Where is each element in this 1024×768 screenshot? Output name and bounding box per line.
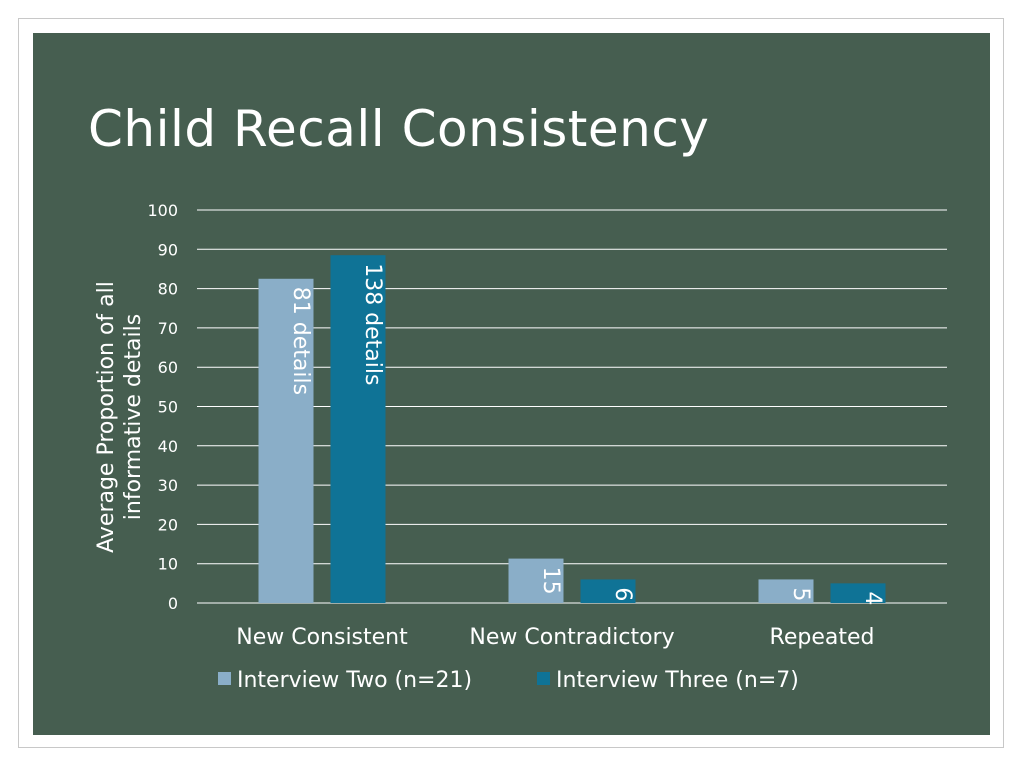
y-tick-label: 30 (158, 476, 178, 495)
slide-title: Child Recall Consistency (88, 100, 710, 158)
bar (508, 558, 564, 603)
category-label: New Contradictory (469, 625, 674, 650)
data-label: 81 details (288, 287, 313, 395)
category-label: New Consistent (236, 625, 408, 650)
legend: Interview Two (n=21) Interview Three (n=7… (218, 668, 799, 693)
gridlines (197, 209, 947, 604)
y-tick-label: 50 (158, 398, 178, 417)
y-tick-label: 90 (158, 240, 178, 259)
slide-background (33, 33, 990, 735)
data-label: 6 (610, 587, 635, 601)
y-tick-label: 60 (158, 358, 178, 377)
legend-swatch (537, 672, 550, 685)
bar (330, 255, 386, 603)
y-tick-label: 100 (147, 201, 178, 220)
bars (258, 255, 886, 603)
legend-label: Interview Two (n=21) (237, 668, 472, 693)
y-axis-ticks: 0 10 20 30 40 50 60 70 80 90 100 (147, 201, 178, 613)
data-label: 138 details (360, 263, 385, 385)
bar (758, 579, 814, 603)
legend-swatch (218, 672, 231, 685)
legend-label: Interview Three (n=7) (556, 668, 799, 693)
bar (580, 579, 636, 603)
bar (258, 278, 314, 603)
y-axis-label-line: Average Proportion of all (94, 281, 119, 553)
category-label: Repeated (770, 625, 875, 650)
data-labels: 81 details 138 details 15 6 5 4 (288, 263, 885, 605)
y-axis-label: Average Proportion of allinformative det… (94, 281, 146, 553)
y-tick-label: 70 (158, 319, 178, 338)
data-label: 15 (538, 567, 563, 595)
y-tick-label: 40 (158, 437, 178, 456)
x-axis-categories: New Consistent New Contradictory Repeated (236, 625, 874, 650)
y-tick-label: 0 (168, 594, 178, 613)
data-label: 4 (860, 591, 885, 605)
data-label: 5 (788, 587, 813, 601)
y-tick-label: 10 (158, 555, 178, 574)
y-tick-label: 20 (158, 515, 178, 534)
bar (830, 583, 886, 603)
y-tick-label: 80 (158, 280, 178, 299)
y-axis-label-line: informative details (121, 314, 146, 520)
